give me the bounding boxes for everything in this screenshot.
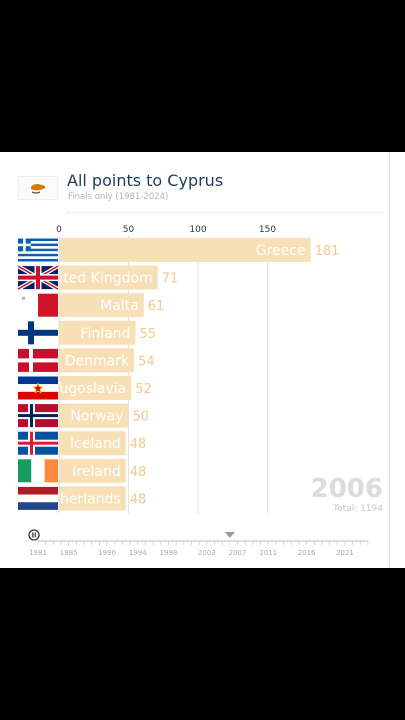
- uk-flag-icon: [17, 264, 59, 291]
- bar-chart: 0 50 100 150 Greece 181 United Kingdom 71 Malta…: [17, 225, 369, 557]
- chart-card: All points to Cyprus Finals only (1981-2…: [0, 152, 405, 568]
- denmark-flag-icon: [18, 348, 58, 372]
- finland-flag-icon: [18, 321, 58, 345]
- x-tick-label: 150: [259, 225, 276, 235]
- timeline-year-label: 2007: [229, 549, 247, 557]
- pause-button[interactable]: [28, 526, 40, 541]
- iceland-flag-icon: [18, 431, 58, 455]
- bar-category-label: Greece: [256, 243, 306, 259]
- bar-category-label: Yugoslavia: [51, 381, 126, 397]
- bar: [59, 238, 311, 262]
- bar-category-label: Ireland: [72, 464, 120, 480]
- bar: [59, 431, 126, 456]
- bar-value-label: 48: [130, 492, 147, 507]
- timeline-year-label: 1998: [160, 549, 178, 557]
- title-divider: [67, 212, 383, 213]
- norway-flag-icon: [18, 404, 58, 428]
- malta-flag-icon: [18, 293, 58, 317]
- bar-category-label: Malta: [100, 298, 139, 314]
- bar: [59, 376, 132, 400]
- bar-value-label: 48: [130, 437, 147, 452]
- bar: [59, 403, 129, 428]
- total-points-label: Total: 1194: [333, 504, 383, 514]
- bar: [59, 458, 126, 483]
- cyprus-flag-icon: [18, 176, 58, 200]
- page-subtitle: Finals only (1981-2024): [68, 192, 169, 202]
- ireland-flag-icon: [18, 459, 58, 483]
- timeline-slider-handle[interactable]: [224, 532, 235, 538]
- timeline-year-label: 2011: [259, 549, 277, 557]
- netherlands-flag-icon: [18, 486, 58, 510]
- bar-value-label: 181: [315, 244, 340, 259]
- bar: [59, 486, 126, 511]
- greece-flag-icon: [18, 238, 58, 262]
- bar-value-label: 48: [130, 465, 147, 480]
- bar-value-label: 50: [133, 410, 150, 425]
- timeline-year-label: 2003: [198, 549, 216, 557]
- bar-value-label: 61: [148, 299, 165, 314]
- timeline-year-label: 1985: [60, 549, 78, 557]
- bar-value-label: 71: [162, 272, 179, 287]
- bar-value-label: 54: [138, 354, 155, 369]
- bar-category-label: Netherlands: [35, 491, 120, 507]
- bar: [59, 320, 136, 345]
- bar-category-label: Denmark: [65, 353, 130, 369]
- current-year-label: 2006: [310, 474, 383, 504]
- bar-value-label: 55: [139, 327, 156, 342]
- timeline-year-label: 1981: [29, 549, 47, 557]
- bar-value-label: 52: [135, 382, 152, 397]
- timeline-year-label: 2021: [336, 549, 354, 557]
- bar-category-label: Finland: [80, 326, 130, 342]
- timeline-year-label: 1990: [98, 549, 116, 557]
- bar-category-label: Norway: [70, 409, 123, 425]
- x-tick-label: 0: [56, 225, 62, 235]
- x-tick-label: 50: [123, 225, 135, 235]
- page-title: All points to Cyprus: [67, 171, 224, 190]
- yugoslavia-flag-icon: [18, 376, 58, 400]
- timeline-year-label: 1994: [129, 549, 147, 557]
- bar: [59, 265, 158, 290]
- bar-category-label: United Kingdom: [40, 271, 152, 287]
- bar: [59, 293, 144, 318]
- card-divider: [389, 152, 390, 568]
- bar: [59, 348, 135, 373]
- timeline-year-label: 2016: [298, 549, 316, 557]
- x-tick-label: 100: [189, 225, 206, 235]
- bar-category-label: Iceland: [70, 436, 121, 452]
